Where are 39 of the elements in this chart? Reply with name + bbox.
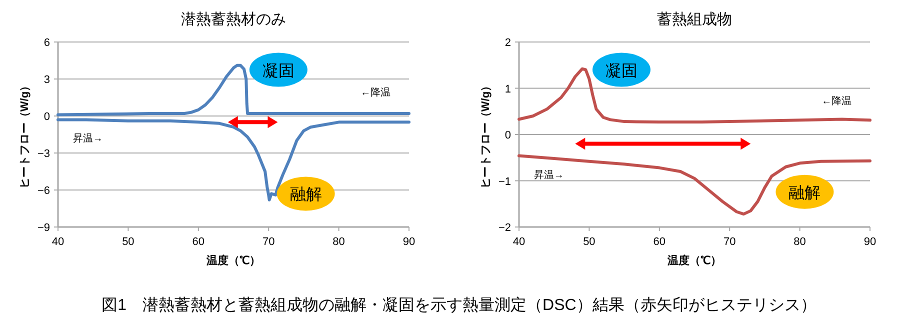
series-label: ←降温 bbox=[822, 95, 852, 108]
x-tick-label: 70 bbox=[723, 236, 736, 248]
y-axis-title: ヒートフロー（W/g） bbox=[19, 80, 31, 189]
y-tick-label: 6 bbox=[44, 37, 50, 49]
x-tick-label: 80 bbox=[332, 236, 345, 248]
x-tick-label: 40 bbox=[52, 236, 64, 248]
y-tick-label: −1 bbox=[498, 176, 511, 188]
x-tick-label: 50 bbox=[583, 236, 596, 248]
x-tick-label: 90 bbox=[864, 236, 876, 248]
annotation: 融解 bbox=[290, 186, 322, 204]
x-tick-label: 70 bbox=[262, 236, 275, 248]
x-tick-label: 60 bbox=[653, 236, 666, 248]
annotation: 凝固 bbox=[605, 62, 638, 80]
series-label: 昇温→ bbox=[534, 168, 564, 181]
y-tick-label: −2 bbox=[498, 222, 511, 234]
y-tick-label: 3 bbox=[44, 74, 50, 86]
series-label: 昇温→ bbox=[72, 132, 103, 145]
annotation: 融解 bbox=[788, 184, 821, 202]
x-tick-label: 80 bbox=[794, 236, 806, 248]
y-axis-title: ヒートフロー（W/g） bbox=[480, 80, 492, 189]
y-tick-label: −6 bbox=[37, 185, 50, 197]
x-axis-title: 温度（℃） bbox=[666, 254, 722, 267]
y-tick-label: 1 bbox=[504, 83, 511, 96]
annotation: 凝固 bbox=[262, 62, 294, 80]
x-tick-label: 40 bbox=[512, 236, 526, 248]
x-tick-label: 90 bbox=[402, 236, 416, 248]
x-axis-title: 温度（℃） bbox=[206, 254, 260, 267]
series-label: ←降温 bbox=[360, 86, 391, 99]
y-tick-label: −3 bbox=[37, 148, 50, 160]
line-series bbox=[518, 154, 872, 216]
caption: 図1 潜熱蓄熱材と蓄熱組成物の融解・凝固を示す熱量測定（DSC）結果（赤矢印がヒステリシス） bbox=[102, 296, 816, 314]
y-tick-label: −9 bbox=[37, 222, 50, 234]
x-tick-label: 60 bbox=[192, 236, 205, 248]
y-tick-label: 0 bbox=[44, 111, 50, 123]
chart-title: 潜熱蓄熱材のみ bbox=[181, 11, 286, 28]
y-tick-label: 0 bbox=[504, 130, 511, 142]
y-tick-label: 2 bbox=[504, 37, 511, 49]
chart-title: 蓄熱組成物 bbox=[657, 11, 732, 28]
x-tick-label: 50 bbox=[122, 236, 134, 248]
